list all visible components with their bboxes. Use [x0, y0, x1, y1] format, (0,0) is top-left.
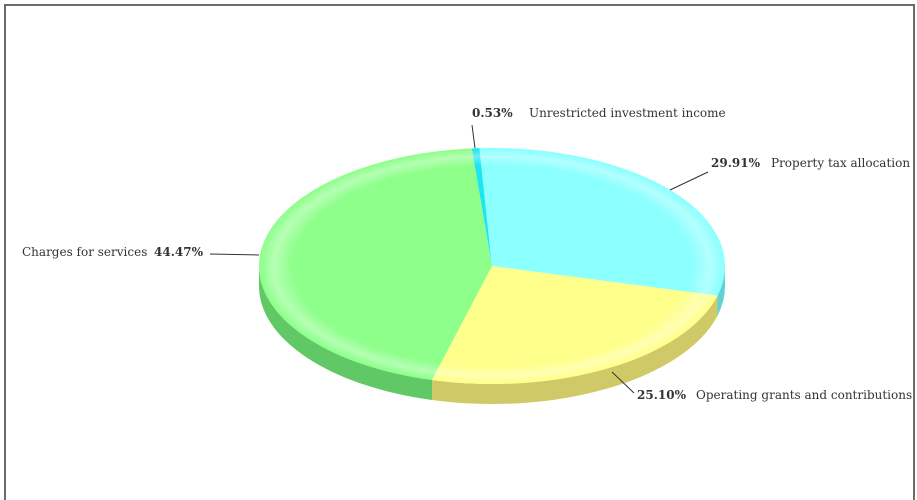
leader-line-property-tax-allocation [669, 171, 709, 191]
leader-line-unrestricted-investment-income [471, 124, 476, 149]
slice-name-property-tax-allocation: Property tax allocation [771, 156, 910, 170]
slice-label-operating-grants-and-contributions: 25.10% Operating grants and contribution… [637, 388, 912, 402]
slice-name-operating-grants-and-contributions: Operating grants and contributions [696, 388, 912, 402]
slice-pct-operating-grants-and-contributions: 25.10% [637, 388, 687, 402]
slice-pct-charges-for-services: 44.47% [154, 245, 204, 259]
leader-lines [209, 124, 709, 394]
slice-name-charges-for-services: Charges for services [22, 245, 147, 259]
slice-side-charges-for-services [259, 266, 432, 401]
leader-line-operating-grants-and-contributions [611, 371, 635, 394]
slice-label-unrestricted-investment-income: 0.53% Unrestricted investment income [472, 106, 726, 120]
slice-side-property-tax-allocation [717, 266, 725, 316]
pie-rim-highlight [260, 149, 724, 383]
leader-line-charges-for-services [209, 253, 260, 256]
slice-name-unrestricted-investment-income: Unrestricted investment income [529, 106, 726, 120]
slice-pct-property-tax-allocation: 29.91% [711, 156, 761, 170]
slice-pct-unrestricted-investment-income: 0.53% [472, 106, 513, 120]
slice-label-charges-for-services: Charges for services 44.47% [22, 245, 204, 259]
slice-label-property-tax-allocation: 29.91% Property tax allocation [711, 156, 910, 170]
slice-side-operating-grants-and-contributions [431, 295, 718, 404]
pie-depth-sides [259, 266, 725, 404]
